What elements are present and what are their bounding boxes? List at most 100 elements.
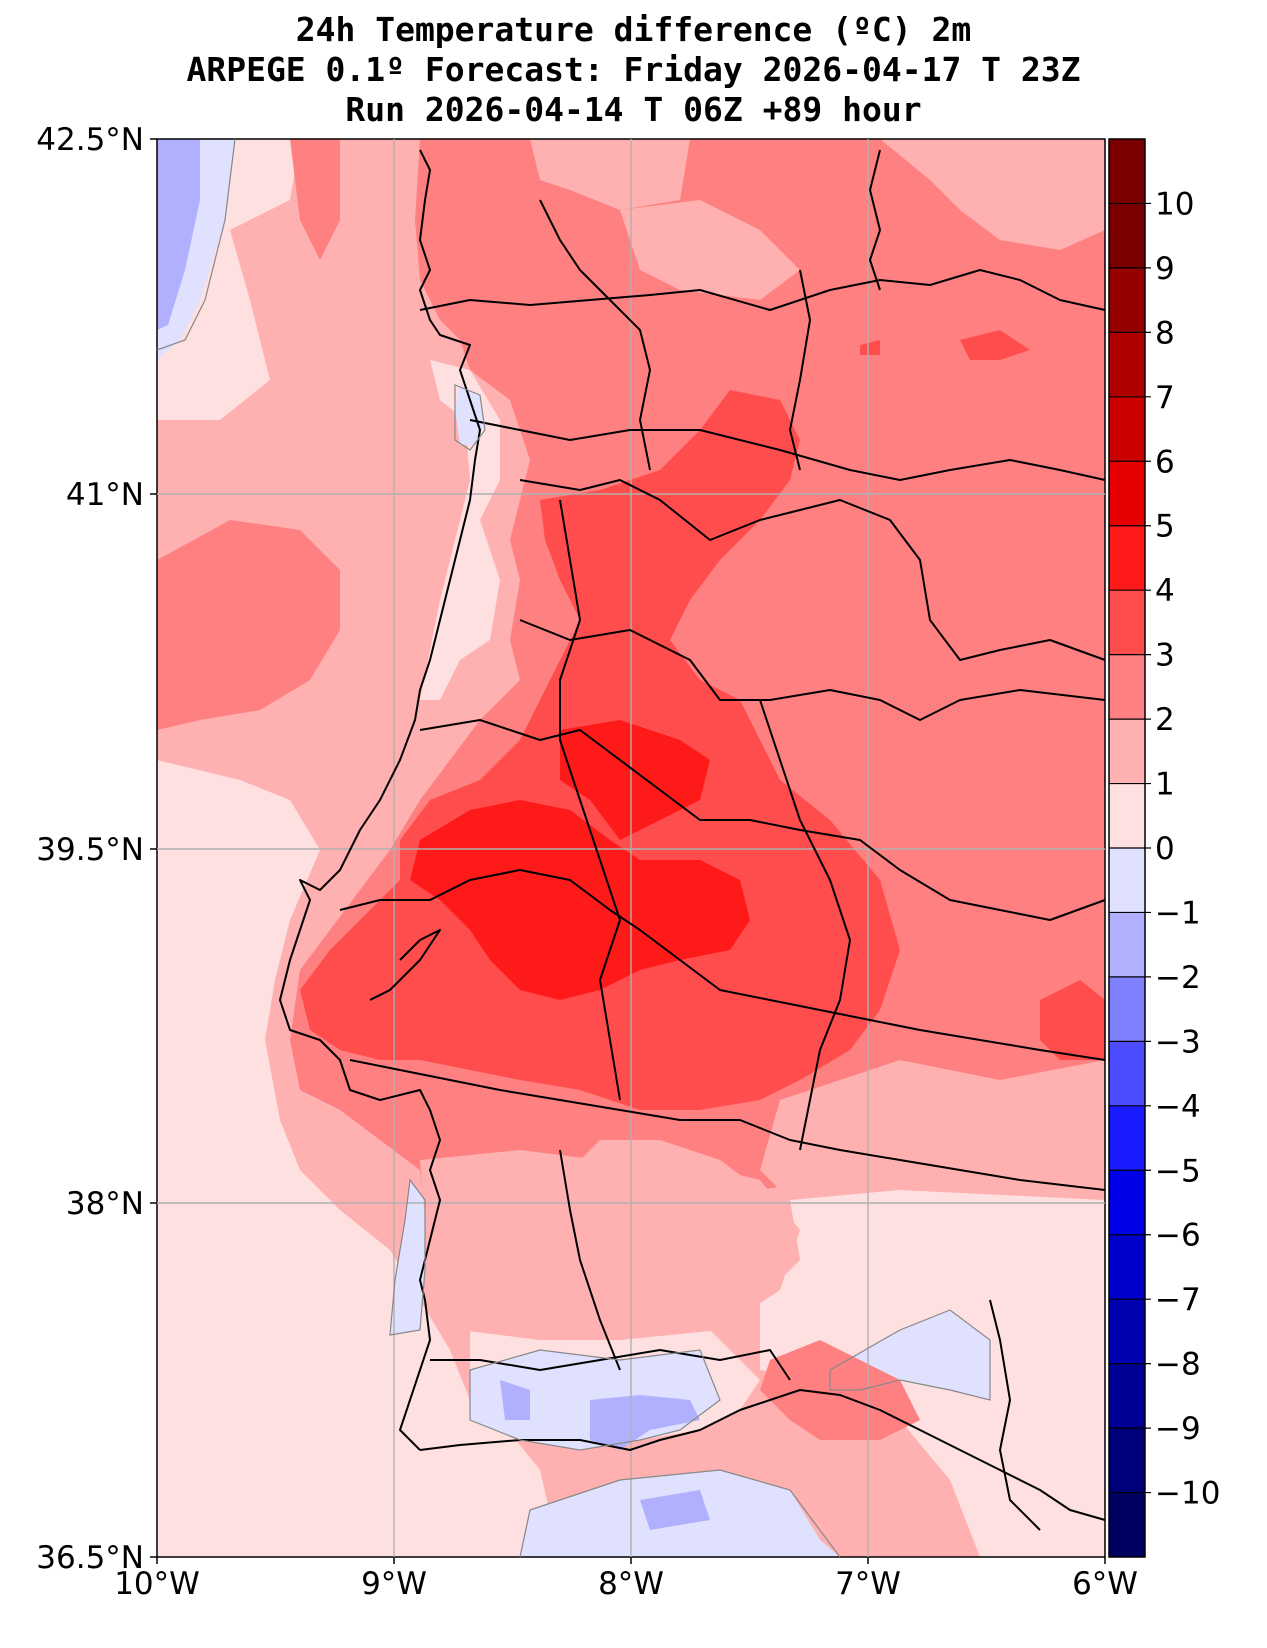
colorbar-segment — [1109, 1041, 1145, 1107]
border-centre-south — [419, 719, 1106, 921]
colorbar-segment — [1109, 139, 1145, 204]
lon-label-6w: 6°W — [1072, 1566, 1138, 1602]
axis-ticks — [150, 138, 1106, 1564]
zero-contour-east — [829, 1309, 991, 1401]
tagus-estuary — [369, 929, 441, 1001]
colorbar-tick-label: 2 — [1155, 702, 1175, 738]
field-3-4-east — [1040, 980, 1105, 1060]
colorbar-segment — [1109, 203, 1145, 269]
field-4-5-north — [560, 720, 710, 840]
colorbar-segment — [1109, 1428, 1145, 1494]
border-ribatejo — [339, 869, 1106, 1061]
field-m1-0-estuary — [455, 385, 485, 445]
colorbar-tick-label: −7 — [1155, 1282, 1201, 1318]
colorbar-segment — [1109, 1299, 1145, 1365]
lon-axis: 10°W 9°W 8°W 7°W 6°W — [114, 1566, 1138, 1602]
border-centre-north — [519, 479, 1106, 661]
border-north-1 — [419, 269, 1106, 311]
zero-contour-sea — [519, 1469, 841, 1558]
border-vertical-6 — [559, 1149, 621, 1371]
lon-label-7w: 7°W — [835, 1566, 901, 1602]
lat-label-41: 41°N — [66, 477, 144, 513]
field-4-5-centre — [410, 800, 750, 1000]
field-1-2-south-east — [760, 1060, 1105, 1200]
colorbar-tick-label: 4 — [1155, 573, 1175, 609]
colorbar-segment — [1109, 525, 1145, 591]
colorbar-segment — [1109, 1170, 1145, 1236]
colorbar-segment — [1109, 1492, 1145, 1558]
colorbar-tick-label: 1 — [1155, 767, 1175, 803]
border-vertical-7 — [989, 1299, 1041, 1531]
colorbar-tick-label: 8 — [1155, 315, 1175, 351]
title-line-3: Run 2026-04-14 T 06Z +89 hour — [345, 90, 922, 129]
title-line-1: 24h Temperature difference (ºC) 2m — [295, 10, 972, 49]
lon-label-9w: 9°W — [361, 1566, 427, 1602]
field-m2-m1-north — [157, 139, 200, 330]
zero-contour-estuary — [454, 384, 486, 451]
zero-contour-algarve — [469, 1349, 721, 1451]
colorbar-segment — [1109, 1363, 1145, 1429]
border-vertical-2 — [789, 269, 811, 471]
field-0-1-coast — [420, 360, 500, 700]
field-2-3-sea — [157, 520, 340, 730]
field-m2-m1-b — [590, 1395, 700, 1450]
borders — [279, 149, 1106, 1531]
title-line-2: ARPEGE 0.1º Forecast: Friday 2026-04-17 … — [186, 50, 1081, 89]
colorbar-tick-label: 0 — [1155, 831, 1175, 867]
colorbar-tick-label: 9 — [1155, 251, 1175, 287]
colorbar-segment — [1109, 783, 1145, 849]
colorbar-tick-label: −2 — [1155, 960, 1201, 996]
field-m2-m1-c — [640, 1490, 710, 1530]
colorbar-segment — [1109, 396, 1145, 462]
zero-contours — [156, 138, 991, 1558]
colorbar-tick-label: 10 — [1155, 186, 1194, 222]
lat-label-38: 38°N — [66, 1186, 144, 1222]
coastline-west — [279, 149, 481, 1451]
border-vertical-4 — [559, 499, 621, 1101]
colorbar-tick-label: 5 — [1155, 509, 1175, 545]
field-1-2-north-a — [530, 139, 690, 210]
colorbar-segment — [1109, 719, 1145, 785]
lat-label-36-5: 36.5°N — [36, 1540, 144, 1576]
colorbar-tick-label: 6 — [1155, 444, 1175, 480]
colorbar-segment — [1109, 1105, 1145, 1171]
colorbar-segment — [1109, 267, 1145, 333]
zero-contour-north — [156, 138, 236, 351]
colorbar-segment — [1109, 332, 1145, 398]
lon-label-10w: 10°W — [114, 1566, 200, 1602]
coastline-south — [419, 1389, 1106, 1521]
colorbar-segment — [1109, 976, 1145, 1042]
field-m2-m1-a — [500, 1380, 530, 1420]
colorbar-tick-label: −6 — [1155, 1218, 1201, 1254]
field-m1-0-sado — [390, 1180, 425, 1335]
colorbar-tick-label: 7 — [1155, 380, 1175, 416]
colorbar-tick-label: −1 — [1155, 895, 1201, 931]
field-3-4-speck-a — [860, 340, 880, 355]
zero-contour-sado — [389, 1178, 426, 1336]
border-centre — [519, 619, 1106, 721]
border-vertical-3 — [869, 149, 881, 291]
colorbar-tick-label: −10 — [1155, 1476, 1220, 1512]
colorbar-segment — [1109, 848, 1145, 913]
field-3-4-speck-b — [960, 330, 1030, 360]
field-1-2-north-b — [880, 139, 1105, 250]
lon-label-8w: 8°W — [598, 1566, 664, 1602]
border-vertical-1 — [539, 199, 651, 471]
colorbar-tick-label: −8 — [1155, 1347, 1201, 1383]
figure-title: 24h Temperature difference (ºC) 2m ARPEG… — [0, 10, 1267, 130]
colorbar-tick-label: −4 — [1155, 1089, 1201, 1125]
lat-label-42-5: 42.5°N — [36, 122, 144, 158]
border-vertical-5 — [759, 699, 851, 1151]
colorbar-tick-label: −5 — [1155, 1153, 1201, 1189]
colorbar-tick-label: −3 — [1155, 1024, 1201, 1060]
colorbar-segment — [1109, 912, 1145, 978]
colorbar-segment — [1109, 1234, 1145, 1300]
border-south-1 — [349, 1059, 1106, 1191]
gridlines — [157, 139, 1105, 1557]
colorbar-tick-label: −9 — [1155, 1411, 1201, 1447]
lat-axis: 42.5°N 41°N 39.5°N 38°N 36.5°N — [36, 122, 144, 1576]
colorbar-segment — [1109, 461, 1145, 527]
field-1-2-alentejo — [420, 1150, 800, 1340]
colorbar-segment — [1109, 590, 1145, 656]
